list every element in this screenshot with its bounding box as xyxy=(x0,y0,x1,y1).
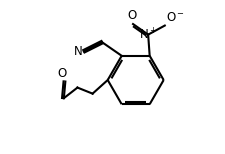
Text: N: N xyxy=(74,45,82,58)
Text: $\mathregular{O}^-$: $\mathregular{O}^-$ xyxy=(165,11,184,24)
Text: $\mathregular{N}^+$: $\mathregular{N}^+$ xyxy=(138,27,157,42)
Text: O: O xyxy=(127,9,136,22)
Text: O: O xyxy=(57,67,67,80)
